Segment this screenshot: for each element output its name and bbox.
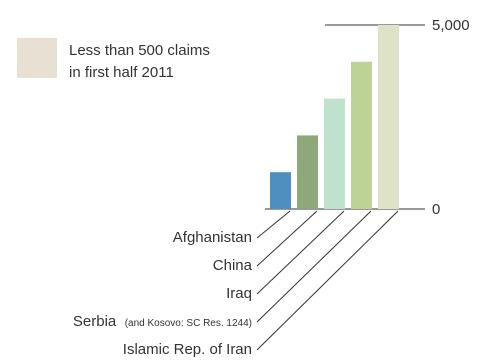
bars — [270, 25, 399, 209]
leader-line — [256, 210, 372, 323]
legend-swatch — [17, 38, 57, 78]
category-label-serbia-group: Serbia (and Kosovo: SC Res. 1244) — [73, 313, 252, 330]
category-label-afghanistan: Afghanistan — [173, 229, 252, 246]
bar-islamic-rep-of-iran — [378, 25, 399, 209]
leader-line — [256, 210, 318, 267]
category-label-serbia-note: (and Kosovo: SC Res. 1244) — [125, 318, 252, 329]
category-label-iran: Islamic Rep. of Iran — [123, 341, 252, 358]
legend-line-2: in first half 2011 — [69, 64, 174, 81]
category-label-serbia: Serbia — [73, 313, 117, 330]
leader-line — [256, 210, 399, 351]
bar-china — [297, 135, 318, 209]
leader-line — [256, 210, 291, 239]
category-label-iraq: Iraq — [226, 285, 252, 302]
y-tick-label-zero: 0 — [432, 201, 440, 218]
category-label-china: China — [213, 257, 253, 274]
bar-afghanistan — [270, 172, 291, 209]
bar-serbia — [351, 61, 372, 209]
legend: Less than 500 claims in first half 2011 — [17, 38, 210, 81]
legend-line-1: Less than 500 claims — [69, 42, 210, 59]
leader-lines — [256, 210, 399, 351]
category-labels: Afghanistan China Iraq Serbia (and Kosov… — [73, 229, 253, 358]
leader-line — [256, 210, 345, 295]
bar-iraq — [324, 98, 345, 209]
y-tick-label-max: 5,000 — [432, 17, 470, 34]
